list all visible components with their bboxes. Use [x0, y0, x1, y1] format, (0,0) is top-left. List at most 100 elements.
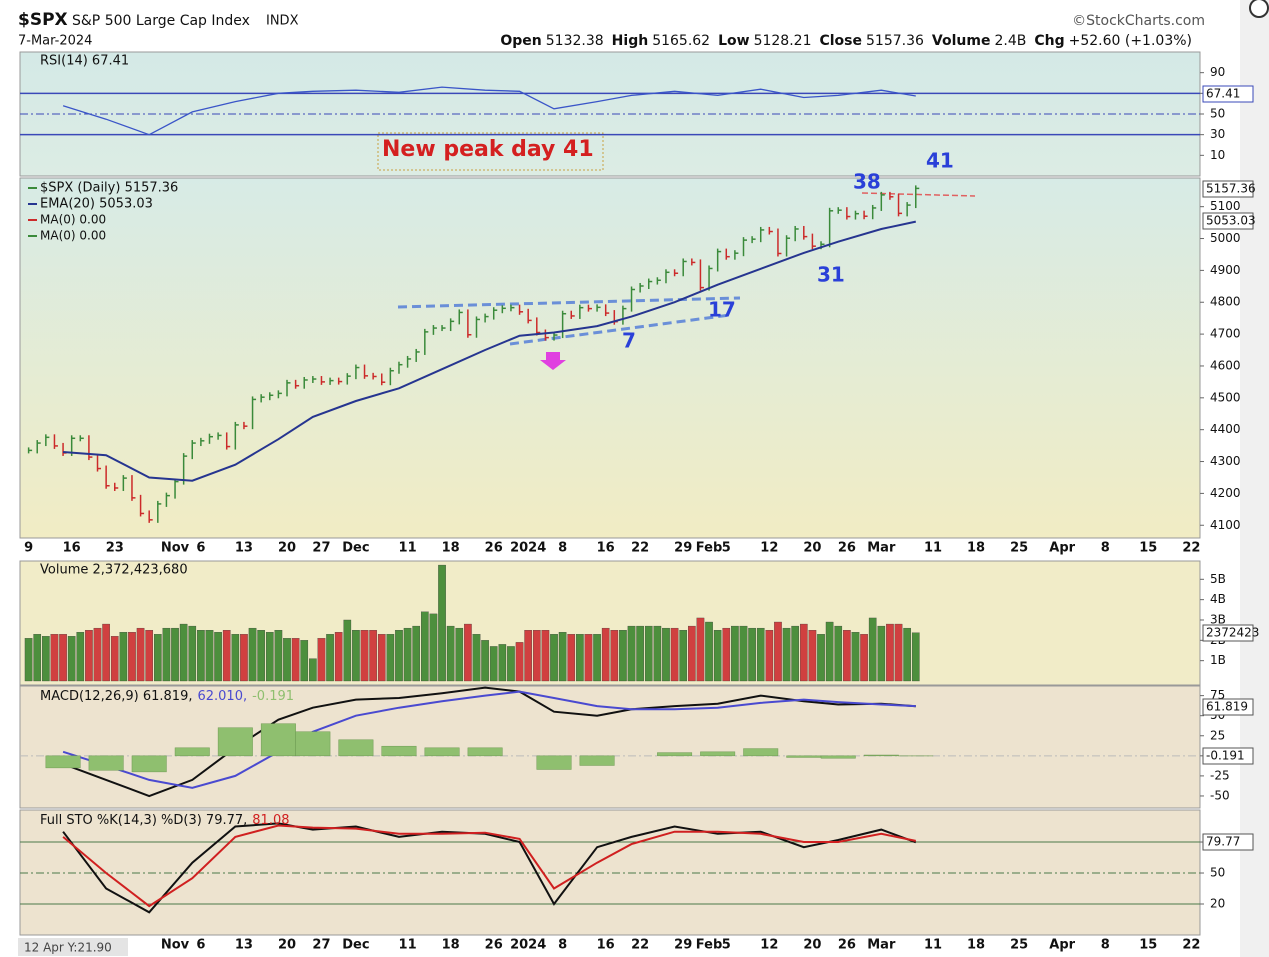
price-bar [518, 304, 524, 315]
volume-bar [894, 623, 903, 682]
price-bar [691, 258, 696, 266]
price-bar [363, 364, 369, 379]
series-line [62, 686, 916, 798]
x-tick-label: 6 [196, 541, 205, 556]
volume-bar [343, 619, 352, 682]
legend-entry: Full STO %K(14,3) %D(3) 79.77, [40, 813, 247, 828]
price-bar [329, 377, 334, 385]
volume-bar [817, 634, 825, 682]
x-tick-label: 20 [803, 541, 821, 556]
x-tick-label: Dec [342, 541, 369, 556]
volume-bar [102, 623, 110, 682]
histogram-bar [579, 755, 615, 766]
volume-bar [128, 632, 136, 682]
y-tick-label: 4700 [1210, 327, 1241, 341]
price-bar [527, 308, 532, 324]
y-tick-label: 20 [1210, 897, 1225, 911]
legend-label: RSI(14) 67.41 [40, 54, 129, 69]
volume-bar [76, 632, 85, 682]
price-bar [648, 278, 653, 289]
volume-bar [309, 658, 317, 682]
price-bar [708, 265, 713, 291]
volume-bar [705, 621, 713, 682]
volume-bar [696, 617, 705, 682]
histogram-bar [260, 723, 296, 757]
legend-entry: -0.191 [252, 689, 294, 704]
price-bar [803, 225, 808, 240]
x-tick-label: 2024 [510, 541, 546, 556]
close-button[interactable] [1249, 0, 1269, 18]
series-line [62, 86, 916, 136]
histogram-bar [131, 755, 167, 773]
volume-bar [85, 630, 93, 682]
price-bar [303, 376, 308, 389]
volume-bar [291, 638, 300, 682]
price-bar [475, 316, 480, 338]
volume-bar [550, 634, 558, 682]
x-tick-label: 25 [1010, 938, 1028, 953]
annotation-box [377, 132, 604, 171]
price-bar [777, 228, 782, 257]
x-tick-label: 18 [442, 541, 460, 556]
volume-bar [464, 623, 472, 682]
arrow [540, 352, 566, 370]
sto-panel [19, 809, 1201, 936]
histogram-bar [338, 739, 374, 757]
volume-bar [498, 644, 507, 682]
x-tick-label: 26 [838, 541, 856, 556]
volume-bar [248, 627, 257, 682]
volume-bar [360, 630, 369, 682]
price-bar [596, 304, 601, 312]
y-tick-label: 25 [1210, 728, 1225, 742]
x-tick-label: 18 [442, 938, 460, 953]
price-bar [682, 258, 687, 277]
histogram-bar [45, 755, 81, 769]
volume-bar [377, 634, 386, 682]
volume-bar [179, 623, 188, 682]
volume-bar [756, 627, 765, 682]
volume-bar [713, 630, 722, 682]
price-bar [828, 207, 834, 248]
y-tick-label: 90 [1210, 65, 1225, 79]
y-tick-label: 10 [1210, 148, 1225, 162]
quote-label: Close [819, 33, 862, 49]
price-bar [200, 437, 205, 447]
x-tick-label: 22 [1182, 938, 1200, 953]
y-tick-label: 4500 [1210, 390, 1241, 404]
price-bar [174, 478, 179, 499]
x-tick-label: 12 [760, 938, 778, 953]
histogram-bar [700, 751, 736, 757]
series-line [62, 824, 917, 908]
x-tick-label: 5 [722, 541, 731, 556]
price-bar [53, 434, 58, 449]
x-tick-label: Mar [867, 541, 896, 556]
x-tick-label: 11 [399, 541, 417, 556]
volume-bar [791, 625, 799, 682]
histogram-bar [536, 755, 572, 770]
x-tick-label: 9 [24, 541, 33, 556]
quote-value: +52.60 (+1.03%) [1069, 33, 1192, 49]
annotation: 7 [622, 329, 636, 353]
volume-bar [110, 636, 119, 682]
x-tick-label: 18 [967, 541, 985, 556]
price-bar [113, 482, 119, 491]
price-bar [96, 454, 102, 472]
value-box [1202, 212, 1254, 230]
histogram-bar [786, 755, 822, 758]
x-tick-label: 23 [106, 541, 124, 556]
value-box-label: 61.819 [1206, 700, 1248, 714]
volume-bar [731, 625, 739, 682]
y-tick-label: 5B [1210, 572, 1226, 586]
legend-entry: 62.010, [197, 689, 247, 704]
price-bar [561, 310, 567, 339]
price-bar [449, 318, 455, 332]
quote-label: Open [500, 33, 541, 49]
volume-bar [145, 630, 154, 682]
volume-bar [222, 630, 231, 682]
value-box [1202, 85, 1254, 103]
histogram-bar [381, 745, 417, 757]
volume-bar [369, 630, 377, 682]
price-bar [398, 361, 403, 374]
volume-panel [19, 560, 1201, 686]
volume-bar [59, 634, 67, 682]
